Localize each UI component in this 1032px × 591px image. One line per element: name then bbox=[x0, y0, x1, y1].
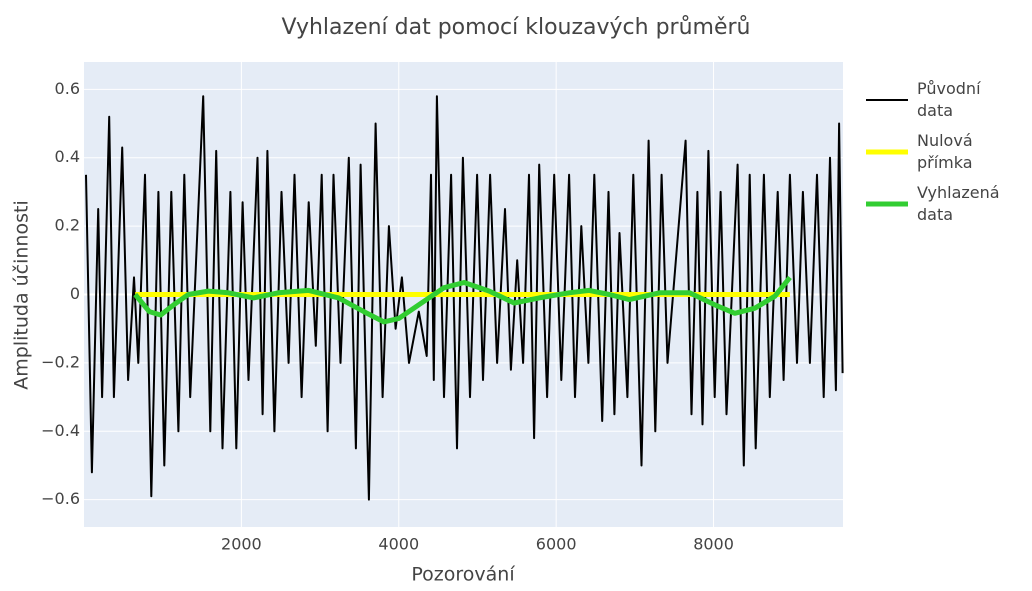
x-tick-label: 6000 bbox=[536, 535, 577, 554]
y-tick-label: 0.6 bbox=[55, 79, 80, 98]
x-tick-label: 8000 bbox=[693, 535, 734, 554]
y-tick-label: 0.4 bbox=[55, 147, 80, 166]
y-tick-label: −0.4 bbox=[41, 421, 80, 440]
y-axis-title: Amplituda účinnosti bbox=[11, 200, 33, 389]
lines bbox=[85, 95, 844, 501]
legend-label: Vyhlazená data bbox=[917, 183, 1000, 224]
y-tick-label: −0.6 bbox=[41, 489, 80, 508]
legend: Původní data Nulová přímka Vyhlazená data bbox=[866, 79, 1000, 224]
x-axis-title: Pozorování bbox=[411, 564, 515, 586]
chart-title: Vyhlazení dat pomocí klouzavých průměrů bbox=[282, 15, 751, 40]
y-tick-label: −0.2 bbox=[41, 352, 80, 371]
x-tick-label: 4000 bbox=[378, 535, 419, 554]
series-line bbox=[85, 95, 844, 501]
y-tick-label: 0 bbox=[70, 284, 80, 303]
series-line bbox=[133, 275, 792, 325]
legend-label: Původní data bbox=[917, 79, 981, 120]
x-tick-label: 2000 bbox=[221, 535, 262, 554]
y-tick-label: 0.2 bbox=[55, 216, 80, 235]
legend-label: Nulová přímka bbox=[917, 131, 973, 172]
